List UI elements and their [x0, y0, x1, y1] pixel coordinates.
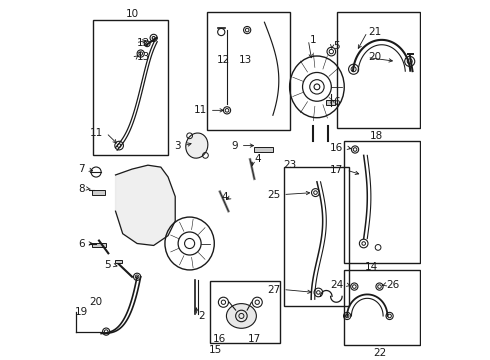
Text: 20: 20	[89, 297, 102, 307]
Text: 5: 5	[104, 260, 110, 270]
Text: 13: 13	[238, 55, 252, 64]
Text: 27: 27	[267, 284, 280, 294]
Text: 5: 5	[334, 41, 340, 51]
Ellipse shape	[186, 133, 208, 158]
Text: 7: 7	[78, 164, 85, 174]
Bar	[207, 13, 290, 130]
Bar	[210, 281, 280, 343]
Polygon shape	[116, 165, 175, 246]
Bar	[92, 190, 105, 194]
Text: 17: 17	[248, 334, 261, 343]
Text: 21: 21	[368, 27, 382, 37]
Text: 9: 9	[231, 141, 238, 150]
Text: 18: 18	[369, 131, 383, 141]
Text: 10: 10	[125, 9, 139, 18]
Bar	[344, 141, 420, 263]
Text: 16: 16	[213, 334, 226, 343]
Text: 1: 1	[310, 35, 317, 45]
Text: 23: 23	[283, 160, 296, 170]
Text: 26: 26	[387, 280, 400, 290]
Text: 2: 2	[198, 311, 205, 321]
Text: 12: 12	[137, 38, 150, 48]
Bar	[115, 260, 122, 263]
Text: 12: 12	[217, 55, 230, 64]
Bar	[93, 20, 168, 156]
Text: 13: 13	[137, 53, 150, 63]
Text: 19: 19	[74, 307, 88, 317]
Text: 15: 15	[208, 345, 221, 355]
Text: 17: 17	[330, 165, 343, 175]
Text: 4: 4	[222, 192, 228, 202]
Bar	[254, 147, 272, 152]
Text: 6: 6	[334, 96, 340, 107]
Text: 4: 4	[254, 154, 261, 164]
Text: 3: 3	[174, 141, 181, 150]
Text: 14: 14	[365, 262, 378, 272]
Ellipse shape	[226, 303, 256, 328]
Bar	[337, 13, 420, 128]
Text: 16: 16	[330, 143, 343, 153]
Text: 24: 24	[330, 280, 343, 290]
Text: 8: 8	[78, 184, 85, 194]
Text: 11: 11	[90, 128, 103, 138]
Text: 20: 20	[368, 53, 382, 63]
Text: 11: 11	[194, 105, 207, 115]
Text: 25: 25	[267, 190, 280, 199]
Bar	[92, 243, 106, 247]
Bar	[284, 167, 349, 306]
Text: 6: 6	[78, 239, 85, 248]
Text: 22: 22	[373, 348, 386, 358]
Bar	[344, 270, 420, 345]
Bar	[326, 100, 335, 105]
